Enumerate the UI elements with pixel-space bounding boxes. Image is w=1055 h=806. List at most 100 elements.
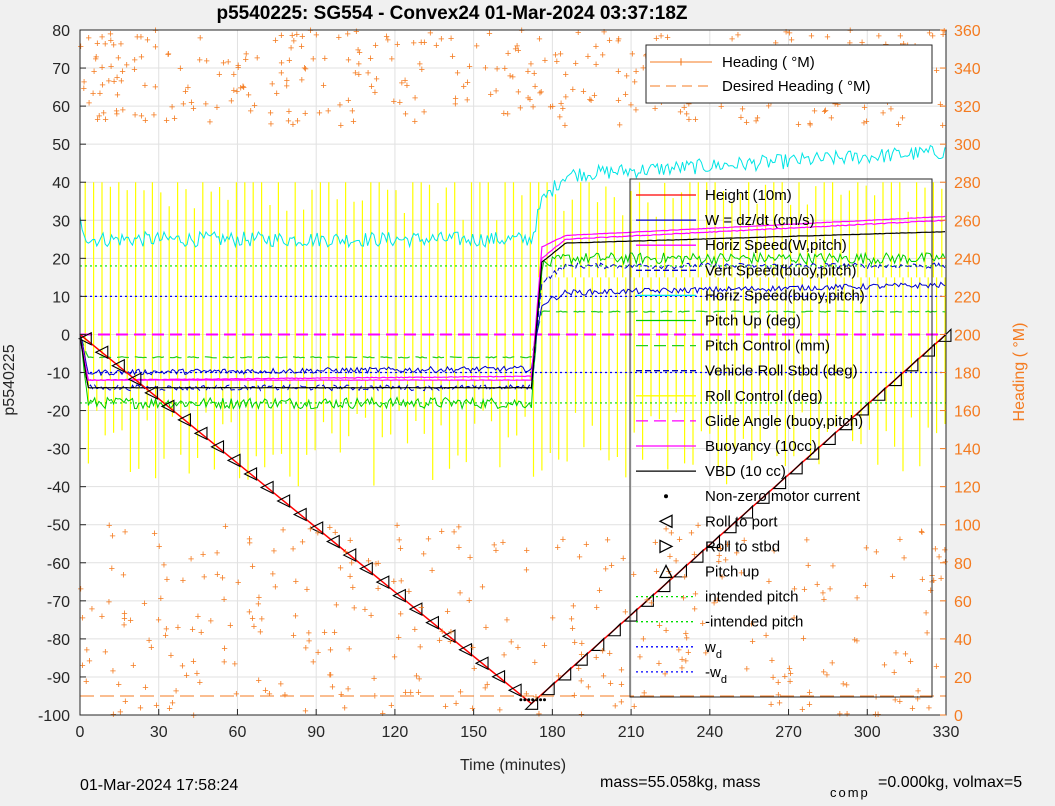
heading-point: + — [270, 568, 276, 580]
heading-point: + — [96, 111, 102, 123]
heading-point: + — [113, 105, 119, 117]
heading-point: + — [593, 59, 599, 71]
heading-point: + — [304, 584, 310, 596]
heading-point: + — [579, 638, 585, 650]
heading-point: + — [90, 88, 96, 100]
heading-point: + — [939, 120, 945, 132]
heading-point: + — [83, 676, 89, 688]
heading-point: + — [373, 558, 379, 570]
heading-point: + — [897, 534, 903, 546]
heading-point: + — [307, 25, 313, 37]
y-left-tick-label: 70 — [52, 61, 70, 78]
heading-point: + — [560, 534, 566, 546]
heading-point: + — [108, 35, 114, 47]
heading-point: + — [89, 603, 95, 615]
x-tick-label: 150 — [460, 724, 487, 741]
heading-point: + — [444, 606, 450, 618]
heading-point: + — [413, 671, 419, 683]
roll-marker — [375, 575, 390, 590]
heading-point: + — [100, 107, 106, 119]
heading-point: + — [246, 534, 252, 546]
heading-point: + — [121, 620, 127, 632]
heading-point: + — [528, 59, 534, 71]
heading-point: + — [554, 56, 560, 68]
x-tick-label: 90 — [307, 724, 325, 741]
heading-point: + — [367, 53, 373, 65]
heading-point: + — [316, 107, 322, 119]
heading-point: + — [618, 665, 624, 677]
heading-point: + — [754, 112, 760, 124]
heading-point: + — [356, 47, 362, 59]
y-left-tick-label: -20 — [47, 404, 70, 421]
heading-point: + — [375, 583, 381, 595]
heading-point: + — [91, 66, 97, 78]
heading-point: + — [246, 538, 252, 550]
heading-point: + — [680, 593, 686, 605]
roll-marker — [838, 416, 853, 431]
y-right-tick-label: 60 — [954, 594, 972, 611]
roll-marker — [706, 534, 721, 548]
heading-point: + — [907, 656, 913, 668]
y-left-tick-label: 10 — [52, 289, 70, 306]
heading-point: + — [518, 25, 524, 37]
motor-current-dot — [542, 698, 546, 702]
heading-point: + — [310, 656, 316, 668]
heading-point: + — [255, 675, 261, 687]
heading-point: + — [158, 593, 164, 605]
heading-point: + — [569, 623, 575, 635]
legend-entry-label: Roll Control (deg) — [705, 388, 823, 405]
heading-point: + — [298, 41, 304, 53]
heading-point: + — [775, 677, 781, 689]
roll-marker — [507, 683, 522, 698]
roll-marker — [640, 592, 654, 607]
heading-point: + — [656, 620, 662, 632]
heading-point: + — [293, 576, 299, 588]
heading-point: + — [891, 667, 897, 679]
motor-current-dot — [539, 698, 543, 702]
heading-point: + — [254, 52, 260, 64]
heading-point: + — [78, 41, 84, 53]
heading-point: + — [888, 104, 894, 116]
heading-point: + — [222, 521, 228, 533]
heading-point: + — [385, 34, 391, 46]
heading-point: + — [131, 64, 137, 76]
heading-point: + — [321, 627, 327, 639]
heading-point: + — [541, 640, 547, 652]
roll-marker — [425, 615, 439, 630]
heading-point: + — [203, 99, 209, 111]
heading-point: + — [118, 75, 124, 87]
heading-point: + — [895, 119, 901, 131]
heading-point: + — [457, 686, 463, 698]
heading-point: + — [247, 106, 253, 118]
roll-marker — [342, 548, 357, 562]
heading-point: + — [861, 117, 867, 129]
heading-point: + — [515, 87, 521, 99]
heading-point: + — [467, 552, 473, 564]
heading-point: + — [615, 35, 621, 47]
heading-point: + — [663, 625, 669, 637]
heading-point: + — [686, 114, 692, 126]
heading-point: + — [427, 28, 433, 40]
heading-point: + — [571, 690, 577, 702]
heading-point: + — [214, 102, 220, 114]
legend-entry-subscript: d — [721, 674, 727, 686]
heading-point: + — [333, 599, 339, 611]
heading-point: + — [941, 25, 947, 37]
heading-point: + — [457, 587, 463, 599]
heading-point: + — [578, 649, 584, 661]
heading-point: + — [269, 78, 275, 90]
heading-point: + — [351, 603, 357, 615]
footer-mass-sub: comp — [830, 785, 870, 800]
heading-point: + — [153, 700, 159, 712]
heading-point: + — [238, 83, 244, 95]
heading-point: + — [631, 701, 637, 713]
heading-point: + — [824, 32, 830, 44]
heading-point: + — [555, 670, 561, 682]
y-left-tick-label: -70 — [47, 594, 70, 611]
heading-point: + — [753, 116, 759, 128]
heading-point: + — [722, 555, 728, 567]
heading-point: + — [402, 75, 408, 87]
heading-point: + — [622, 89, 628, 101]
heading-point: + — [807, 120, 813, 132]
heading-point: + — [327, 670, 333, 682]
